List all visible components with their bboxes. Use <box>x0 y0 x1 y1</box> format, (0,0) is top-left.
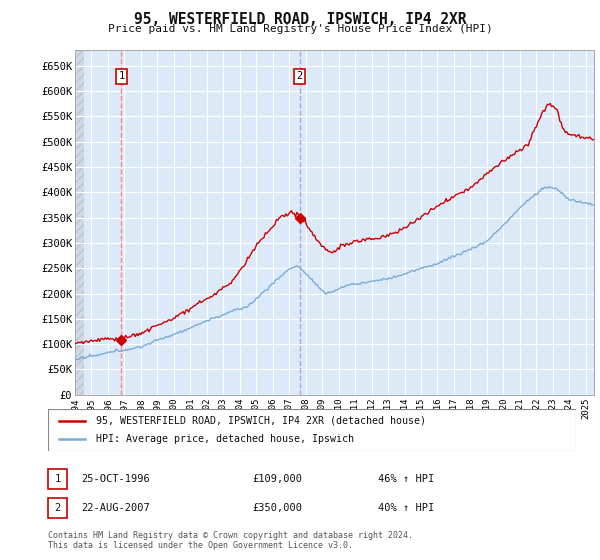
Text: 22-AUG-2007: 22-AUG-2007 <box>81 503 150 513</box>
Text: 25-OCT-1996: 25-OCT-1996 <box>81 474 150 484</box>
Text: 46% ↑ HPI: 46% ↑ HPI <box>378 474 434 484</box>
Bar <box>75 50 84 395</box>
Text: Contains HM Land Registry data © Crown copyright and database right 2024.
This d: Contains HM Land Registry data © Crown c… <box>48 531 413 550</box>
Text: 2: 2 <box>55 503 61 513</box>
Text: 2: 2 <box>296 71 303 81</box>
Text: £350,000: £350,000 <box>252 503 302 513</box>
Text: 1: 1 <box>118 71 125 81</box>
Text: Price paid vs. HM Land Registry's House Price Index (HPI): Price paid vs. HM Land Registry's House … <box>107 24 493 34</box>
Text: 1: 1 <box>55 474 61 484</box>
Text: HPI: Average price, detached house, Ipswich: HPI: Average price, detached house, Ipsw… <box>95 434 353 444</box>
Text: £109,000: £109,000 <box>252 474 302 484</box>
Text: 95, WESTERFIELD ROAD, IPSWICH, IP4 2XR (detached house): 95, WESTERFIELD ROAD, IPSWICH, IP4 2XR (… <box>95 416 425 426</box>
Text: 40% ↑ HPI: 40% ↑ HPI <box>378 503 434 513</box>
Text: 95, WESTERFIELD ROAD, IPSWICH, IP4 2XR: 95, WESTERFIELD ROAD, IPSWICH, IP4 2XR <box>134 12 466 27</box>
